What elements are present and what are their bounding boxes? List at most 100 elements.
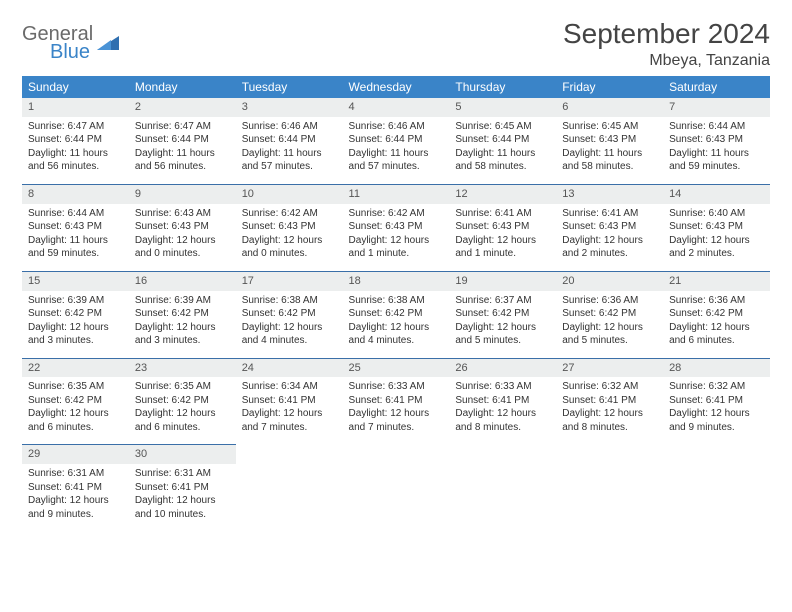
day-number-row: 1234567 xyxy=(22,98,770,117)
day-number-cell: 6 xyxy=(556,98,663,117)
sunset-line: Sunset: 6:43 PM xyxy=(669,133,764,147)
day-number-cell: 30 xyxy=(129,445,236,464)
daylight-line: Daylight: 12 hours and 6 minutes. xyxy=(28,407,123,434)
sunrise-line: Sunrise: 6:43 AM xyxy=(135,207,230,221)
day-detail-cell: Sunrise: 6:46 AMSunset: 6:44 PMDaylight:… xyxy=(236,117,343,185)
sunset-line: Sunset: 6:43 PM xyxy=(669,220,764,234)
weekday-header: Saturday xyxy=(663,76,770,98)
day-detail-cell: Sunrise: 6:31 AMSunset: 6:41 PMDaylight:… xyxy=(22,464,129,531)
daylight-line: Daylight: 11 hours and 59 minutes. xyxy=(669,147,764,174)
sunset-line: Sunset: 6:44 PM xyxy=(242,133,337,147)
sunrise-line: Sunrise: 6:46 AM xyxy=(242,120,337,134)
daylight-line: Daylight: 12 hours and 1 minute. xyxy=(455,234,550,261)
sunrise-line: Sunrise: 6:34 AM xyxy=(242,380,337,394)
weekday-header: Monday xyxy=(129,76,236,98)
calendar-table: Sunday Monday Tuesday Wednesday Thursday… xyxy=(22,76,770,531)
day-number-cell: 23 xyxy=(129,358,236,377)
day-detail-cell: Sunrise: 6:40 AMSunset: 6:43 PMDaylight:… xyxy=(663,204,770,272)
sunrise-line: Sunrise: 6:36 AM xyxy=(562,294,657,308)
day-number-cell: 7 xyxy=(663,98,770,117)
day-number-cell xyxy=(556,445,663,464)
daylight-line: Daylight: 12 hours and 2 minutes. xyxy=(669,234,764,261)
daylight-line: Daylight: 12 hours and 5 minutes. xyxy=(455,321,550,348)
daylight-line: Daylight: 11 hours and 59 minutes. xyxy=(28,234,123,261)
day-detail-cell: Sunrise: 6:39 AMSunset: 6:42 PMDaylight:… xyxy=(22,291,129,359)
day-number-cell: 29 xyxy=(22,445,129,464)
day-detail-cell: Sunrise: 6:44 AMSunset: 6:43 PMDaylight:… xyxy=(22,204,129,272)
day-detail-cell: Sunrise: 6:33 AMSunset: 6:41 PMDaylight:… xyxy=(449,377,556,445)
sunset-line: Sunset: 6:42 PM xyxy=(562,307,657,321)
day-number-cell: 24 xyxy=(236,358,343,377)
day-number-cell: 18 xyxy=(343,271,450,290)
day-number-cell: 8 xyxy=(22,184,129,203)
sunset-line: Sunset: 6:42 PM xyxy=(455,307,550,321)
day-detail-row: Sunrise: 6:35 AMSunset: 6:42 PMDaylight:… xyxy=(22,377,770,445)
sunset-line: Sunset: 6:42 PM xyxy=(349,307,444,321)
sunrise-line: Sunrise: 6:36 AM xyxy=(669,294,764,308)
sunset-line: Sunset: 6:43 PM xyxy=(135,220,230,234)
day-detail-cell: Sunrise: 6:43 AMSunset: 6:43 PMDaylight:… xyxy=(129,204,236,272)
sunset-line: Sunset: 6:44 PM xyxy=(135,133,230,147)
day-number-cell: 26 xyxy=(449,358,556,377)
daylight-line: Daylight: 12 hours and 1 minute. xyxy=(349,234,444,261)
day-detail-cell: Sunrise: 6:35 AMSunset: 6:42 PMDaylight:… xyxy=(22,377,129,445)
sunset-line: Sunset: 6:43 PM xyxy=(562,220,657,234)
day-number-cell: 16 xyxy=(129,271,236,290)
day-number-cell xyxy=(449,445,556,464)
sunrise-line: Sunrise: 6:35 AM xyxy=(135,380,230,394)
sunrise-line: Sunrise: 6:33 AM xyxy=(455,380,550,394)
sunrise-line: Sunrise: 6:44 AM xyxy=(669,120,764,134)
daylight-line: Daylight: 12 hours and 6 minutes. xyxy=(669,321,764,348)
daylight-line: Daylight: 11 hours and 57 minutes. xyxy=(242,147,337,174)
day-number-cell: 12 xyxy=(449,184,556,203)
day-detail-cell: Sunrise: 6:41 AMSunset: 6:43 PMDaylight:… xyxy=(449,204,556,272)
day-number-cell: 15 xyxy=(22,271,129,290)
sunset-line: Sunset: 6:41 PM xyxy=(135,481,230,495)
sunrise-line: Sunrise: 6:32 AM xyxy=(669,380,764,394)
day-number-cell: 1 xyxy=(22,98,129,117)
weekday-header: Wednesday xyxy=(343,76,450,98)
daylight-line: Daylight: 12 hours and 7 minutes. xyxy=(349,407,444,434)
day-detail-cell: Sunrise: 6:32 AMSunset: 6:41 PMDaylight:… xyxy=(663,377,770,445)
sunrise-line: Sunrise: 6:42 AM xyxy=(349,207,444,221)
sunrise-line: Sunrise: 6:31 AM xyxy=(135,467,230,481)
day-detail-cell: Sunrise: 6:38 AMSunset: 6:42 PMDaylight:… xyxy=(343,291,450,359)
daylight-line: Daylight: 12 hours and 3 minutes. xyxy=(28,321,123,348)
daylight-line: Daylight: 12 hours and 6 minutes. xyxy=(135,407,230,434)
day-number-row: 2930 xyxy=(22,445,770,464)
day-number-cell: 11 xyxy=(343,184,450,203)
sunset-line: Sunset: 6:41 PM xyxy=(669,394,764,408)
sunrise-line: Sunrise: 6:32 AM xyxy=(562,380,657,394)
sunset-line: Sunset: 6:42 PM xyxy=(28,307,123,321)
day-detail-cell: Sunrise: 6:42 AMSunset: 6:43 PMDaylight:… xyxy=(343,204,450,272)
day-number-cell: 28 xyxy=(663,358,770,377)
day-number-cell: 5 xyxy=(449,98,556,117)
sunset-line: Sunset: 6:43 PM xyxy=(28,220,123,234)
sunrise-line: Sunrise: 6:37 AM xyxy=(455,294,550,308)
day-detail-cell: Sunrise: 6:47 AMSunset: 6:44 PMDaylight:… xyxy=(22,117,129,185)
sunset-line: Sunset: 6:42 PM xyxy=(135,394,230,408)
sunrise-line: Sunrise: 6:42 AM xyxy=(242,207,337,221)
title-block: September 2024 Mbeya, Tanzania xyxy=(563,18,770,70)
sunset-line: Sunset: 6:43 PM xyxy=(242,220,337,234)
day-number-cell: 13 xyxy=(556,184,663,203)
sunset-line: Sunset: 6:44 PM xyxy=(349,133,444,147)
sunset-line: Sunset: 6:44 PM xyxy=(455,133,550,147)
sunrise-line: Sunrise: 6:44 AM xyxy=(28,207,123,221)
day-number-row: 15161718192021 xyxy=(22,271,770,290)
sunset-line: Sunset: 6:42 PM xyxy=(669,307,764,321)
daylight-line: Daylight: 12 hours and 5 minutes. xyxy=(562,321,657,348)
day-number-cell: 14 xyxy=(663,184,770,203)
weekday-header: Sunday xyxy=(22,76,129,98)
month-title: September 2024 xyxy=(563,18,770,50)
day-number-cell: 4 xyxy=(343,98,450,117)
location: Mbeya, Tanzania xyxy=(563,52,770,70)
day-detail-cell: Sunrise: 6:36 AMSunset: 6:42 PMDaylight:… xyxy=(556,291,663,359)
day-detail-cell xyxy=(449,464,556,531)
logo: General Blue xyxy=(22,18,119,62)
day-number-row: 22232425262728 xyxy=(22,358,770,377)
day-number-cell: 27 xyxy=(556,358,663,377)
day-detail-cell: Sunrise: 6:33 AMSunset: 6:41 PMDaylight:… xyxy=(343,377,450,445)
sunset-line: Sunset: 6:43 PM xyxy=(562,133,657,147)
day-number-cell: 9 xyxy=(129,184,236,203)
